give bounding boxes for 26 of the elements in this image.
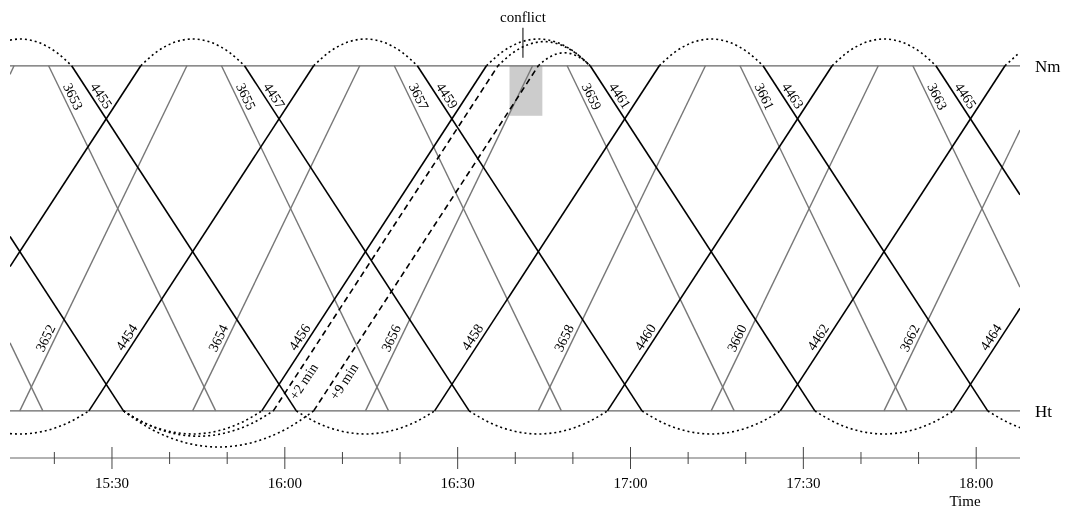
text: 3657 [405,80,432,113]
text: 3654 [205,322,232,355]
ref-line-label: Nm [1035,56,1061,76]
text: 3656 [378,322,405,355]
x-tick-label: 17:30 [786,475,821,491]
text: 3660 [724,322,750,355]
x-axis-title: Time [949,493,981,509]
band-label: conflict [500,8,547,25]
text: 3662 [896,322,923,355]
text: 3652 [32,322,59,355]
x-tick-label: 16:00 [267,475,302,491]
text: 4459 [433,79,461,112]
ref-line-label: Ht [1035,401,1053,421]
text: 3659 [578,80,605,113]
text: 4457 [260,79,288,112]
x-tick-label: 15:30 [94,475,130,491]
x-tick-label: 18:00 [959,475,994,491]
text: +9 min [326,360,362,403]
text: 3658 [551,322,577,355]
x-tick-label: 17:00 [613,475,648,491]
text: +2 min [286,360,321,403]
x-tick-label: 16:30 [440,475,475,491]
text: 3655 [232,80,259,113]
text: 3663 [924,80,951,113]
text: 3661 [751,80,778,113]
text: 3653 [60,80,86,113]
